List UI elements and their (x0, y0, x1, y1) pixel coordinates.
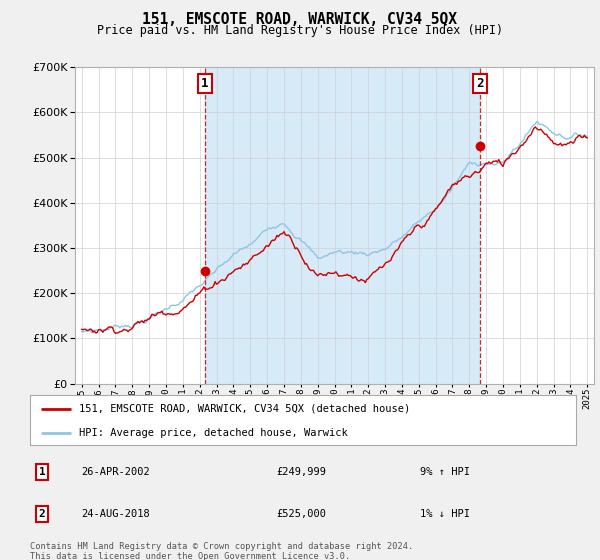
Text: £249,999: £249,999 (276, 467, 326, 477)
Text: 1: 1 (38, 467, 46, 477)
Text: Contains HM Land Registry data © Crown copyright and database right 2024.
This d: Contains HM Land Registry data © Crown c… (30, 542, 413, 560)
Text: £525,000: £525,000 (276, 509, 326, 519)
Text: 24-AUG-2018: 24-AUG-2018 (81, 509, 150, 519)
Text: 1% ↓ HPI: 1% ↓ HPI (420, 509, 470, 519)
Text: 151, EMSCOTE ROAD, WARWICK, CV34 5QX (detached house): 151, EMSCOTE ROAD, WARWICK, CV34 5QX (de… (79, 404, 410, 414)
Text: 151, EMSCOTE ROAD, WARWICK, CV34 5QX: 151, EMSCOTE ROAD, WARWICK, CV34 5QX (143, 12, 458, 27)
Text: 26-APR-2002: 26-APR-2002 (81, 467, 150, 477)
Text: Price paid vs. HM Land Registry's House Price Index (HPI): Price paid vs. HM Land Registry's House … (97, 24, 503, 37)
Text: 2: 2 (476, 77, 484, 90)
Text: HPI: Average price, detached house, Warwick: HPI: Average price, detached house, Warw… (79, 428, 348, 437)
Text: 9% ↑ HPI: 9% ↑ HPI (420, 467, 470, 477)
Text: 2: 2 (38, 509, 46, 519)
Bar (205, 67, 480, 384)
Text: 1: 1 (202, 77, 209, 90)
